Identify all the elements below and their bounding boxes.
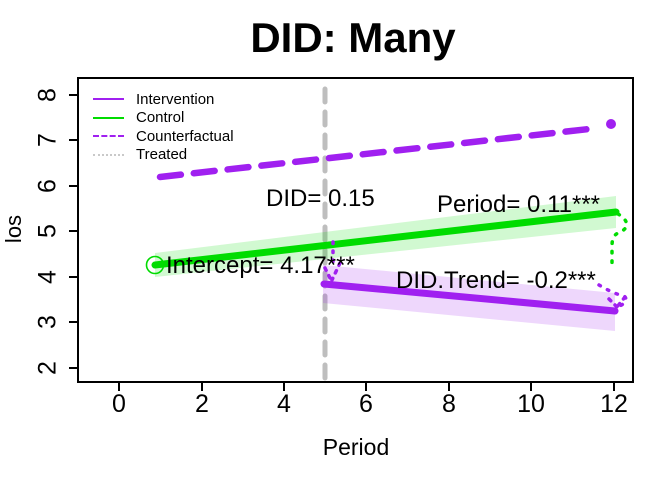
y-tick-label: 2 bbox=[33, 361, 62, 375]
x-tick-label: 0 bbox=[112, 390, 126, 418]
y-tick-label: 8 bbox=[33, 88, 62, 102]
annotation-did-trend: DID.Trend= -0.2*** bbox=[396, 267, 596, 294]
x-tick-label: 4 bbox=[277, 390, 291, 418]
intercept-marker-circle bbox=[145, 255, 165, 275]
y-tick-label: 6 bbox=[33, 179, 62, 193]
control-line bbox=[151, 208, 620, 269]
y-tick-label: 4 bbox=[33, 270, 62, 284]
legend-item-control: Control bbox=[93, 109, 234, 128]
legend-item-intervention: Intervention bbox=[93, 90, 234, 109]
counterfactual-end-dot bbox=[606, 119, 616, 129]
treated-line-sample-icon bbox=[93, 153, 124, 156]
legend-label: Intervention bbox=[136, 90, 215, 108]
x-axis-title: Period bbox=[322, 434, 390, 460]
x-tick-label: 2 bbox=[195, 390, 209, 418]
legend-item-counterfactual: Counterfactual bbox=[93, 127, 234, 146]
page-title: DID: Many bbox=[250, 14, 456, 61]
y-tick-label: 3 bbox=[33, 315, 62, 329]
end-difference-arrow-green bbox=[610, 212, 629, 266]
y-tick-label: 5 bbox=[33, 224, 62, 238]
intervention-line-sample-icon bbox=[93, 98, 124, 101]
legend-label: Control bbox=[136, 109, 185, 127]
x-tick-label: 6 bbox=[359, 390, 373, 418]
legend-item-treated: Treated bbox=[93, 146, 234, 165]
x-tick-label: 10 bbox=[517, 390, 545, 418]
end-difference-arrow-purple-head bbox=[607, 295, 627, 309]
did-start-arrow-head bbox=[323, 261, 342, 282]
legend: Intervention Control Counterfactual Trea… bbox=[93, 90, 234, 164]
legend-label: Treated bbox=[136, 146, 188, 164]
x-tick-marks bbox=[118, 382, 615, 391]
annotation-did: DID= 0.15 bbox=[266, 185, 375, 212]
y-tick-label: 7 bbox=[33, 133, 62, 147]
y-axis-title: los bbox=[1, 214, 26, 244]
counterfactual-line bbox=[156, 124, 602, 181]
control-line-sample-icon bbox=[93, 116, 124, 119]
counterfactual-line-sample-icon bbox=[93, 135, 124, 138]
x-tick-label: 12 bbox=[600, 390, 628, 418]
x-tick-label: 8 bbox=[442, 390, 456, 418]
y-tick-marks bbox=[69, 94, 78, 369]
intervention-line bbox=[320, 280, 619, 315]
annotation-period: Period= 0.11*** bbox=[437, 191, 601, 218]
legend-label: Counterfactual bbox=[136, 127, 234, 145]
annotation-intercept: Intercept= 4.17*** bbox=[166, 252, 355, 279]
